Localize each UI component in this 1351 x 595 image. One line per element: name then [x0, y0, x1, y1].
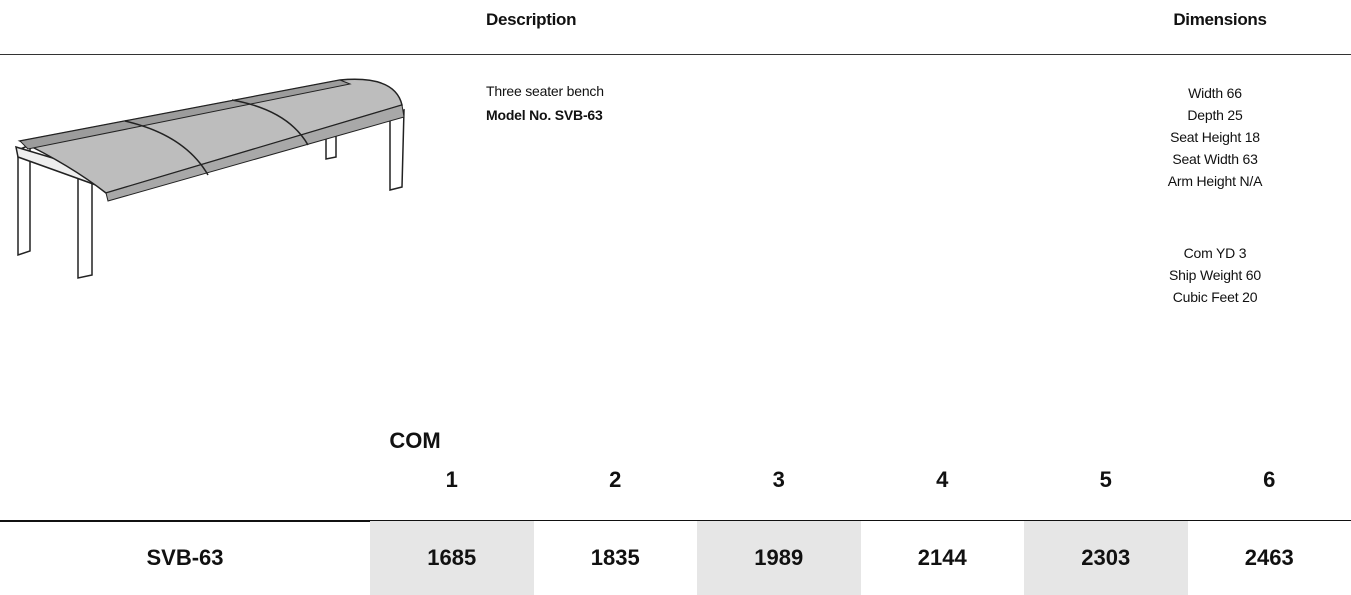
- model-number: Model No. SVB-63: [486, 104, 603, 126]
- model-cell: SVB-63: [0, 521, 370, 595]
- dimension: Com YD 3: [1130, 242, 1300, 264]
- grade-header: 5: [1066, 467, 1146, 493]
- product-image: [10, 75, 410, 285]
- dimension: Width 66: [1130, 82, 1300, 104]
- grade-header: 6: [1229, 467, 1309, 493]
- page: Description Dimensions Three seater benc…: [0, 0, 1351, 595]
- dimension: Depth 25: [1130, 104, 1300, 126]
- dimension: Cubic Feet 20: [1130, 286, 1300, 308]
- price-cell: 1835: [534, 521, 698, 595]
- column-header: Dimensions: [1150, 10, 1290, 30]
- com-label: COM: [380, 428, 450, 454]
- dimension: Ship Weight 60: [1130, 264, 1300, 286]
- divider: [0, 54, 1351, 55]
- dimension: Seat Width 63: [1130, 148, 1300, 170]
- grade-header: 4: [902, 467, 982, 493]
- description: Three seater bench: [486, 80, 604, 102]
- price-cell: 2144: [861, 521, 1025, 595]
- price-cell: 1989: [697, 521, 861, 595]
- column-header: Description: [486, 10, 576, 30]
- dimension: Arm Height N/A: [1130, 170, 1300, 192]
- price-cell: 2463: [1188, 521, 1351, 595]
- dimension: Seat Height 18: [1130, 126, 1300, 148]
- grade-header: 2: [575, 467, 655, 493]
- price-cell: 2303: [1024, 521, 1188, 595]
- price-cell: 1685: [370, 521, 534, 595]
- grade-header: 3: [739, 467, 819, 493]
- grade-header: 1: [412, 467, 492, 493]
